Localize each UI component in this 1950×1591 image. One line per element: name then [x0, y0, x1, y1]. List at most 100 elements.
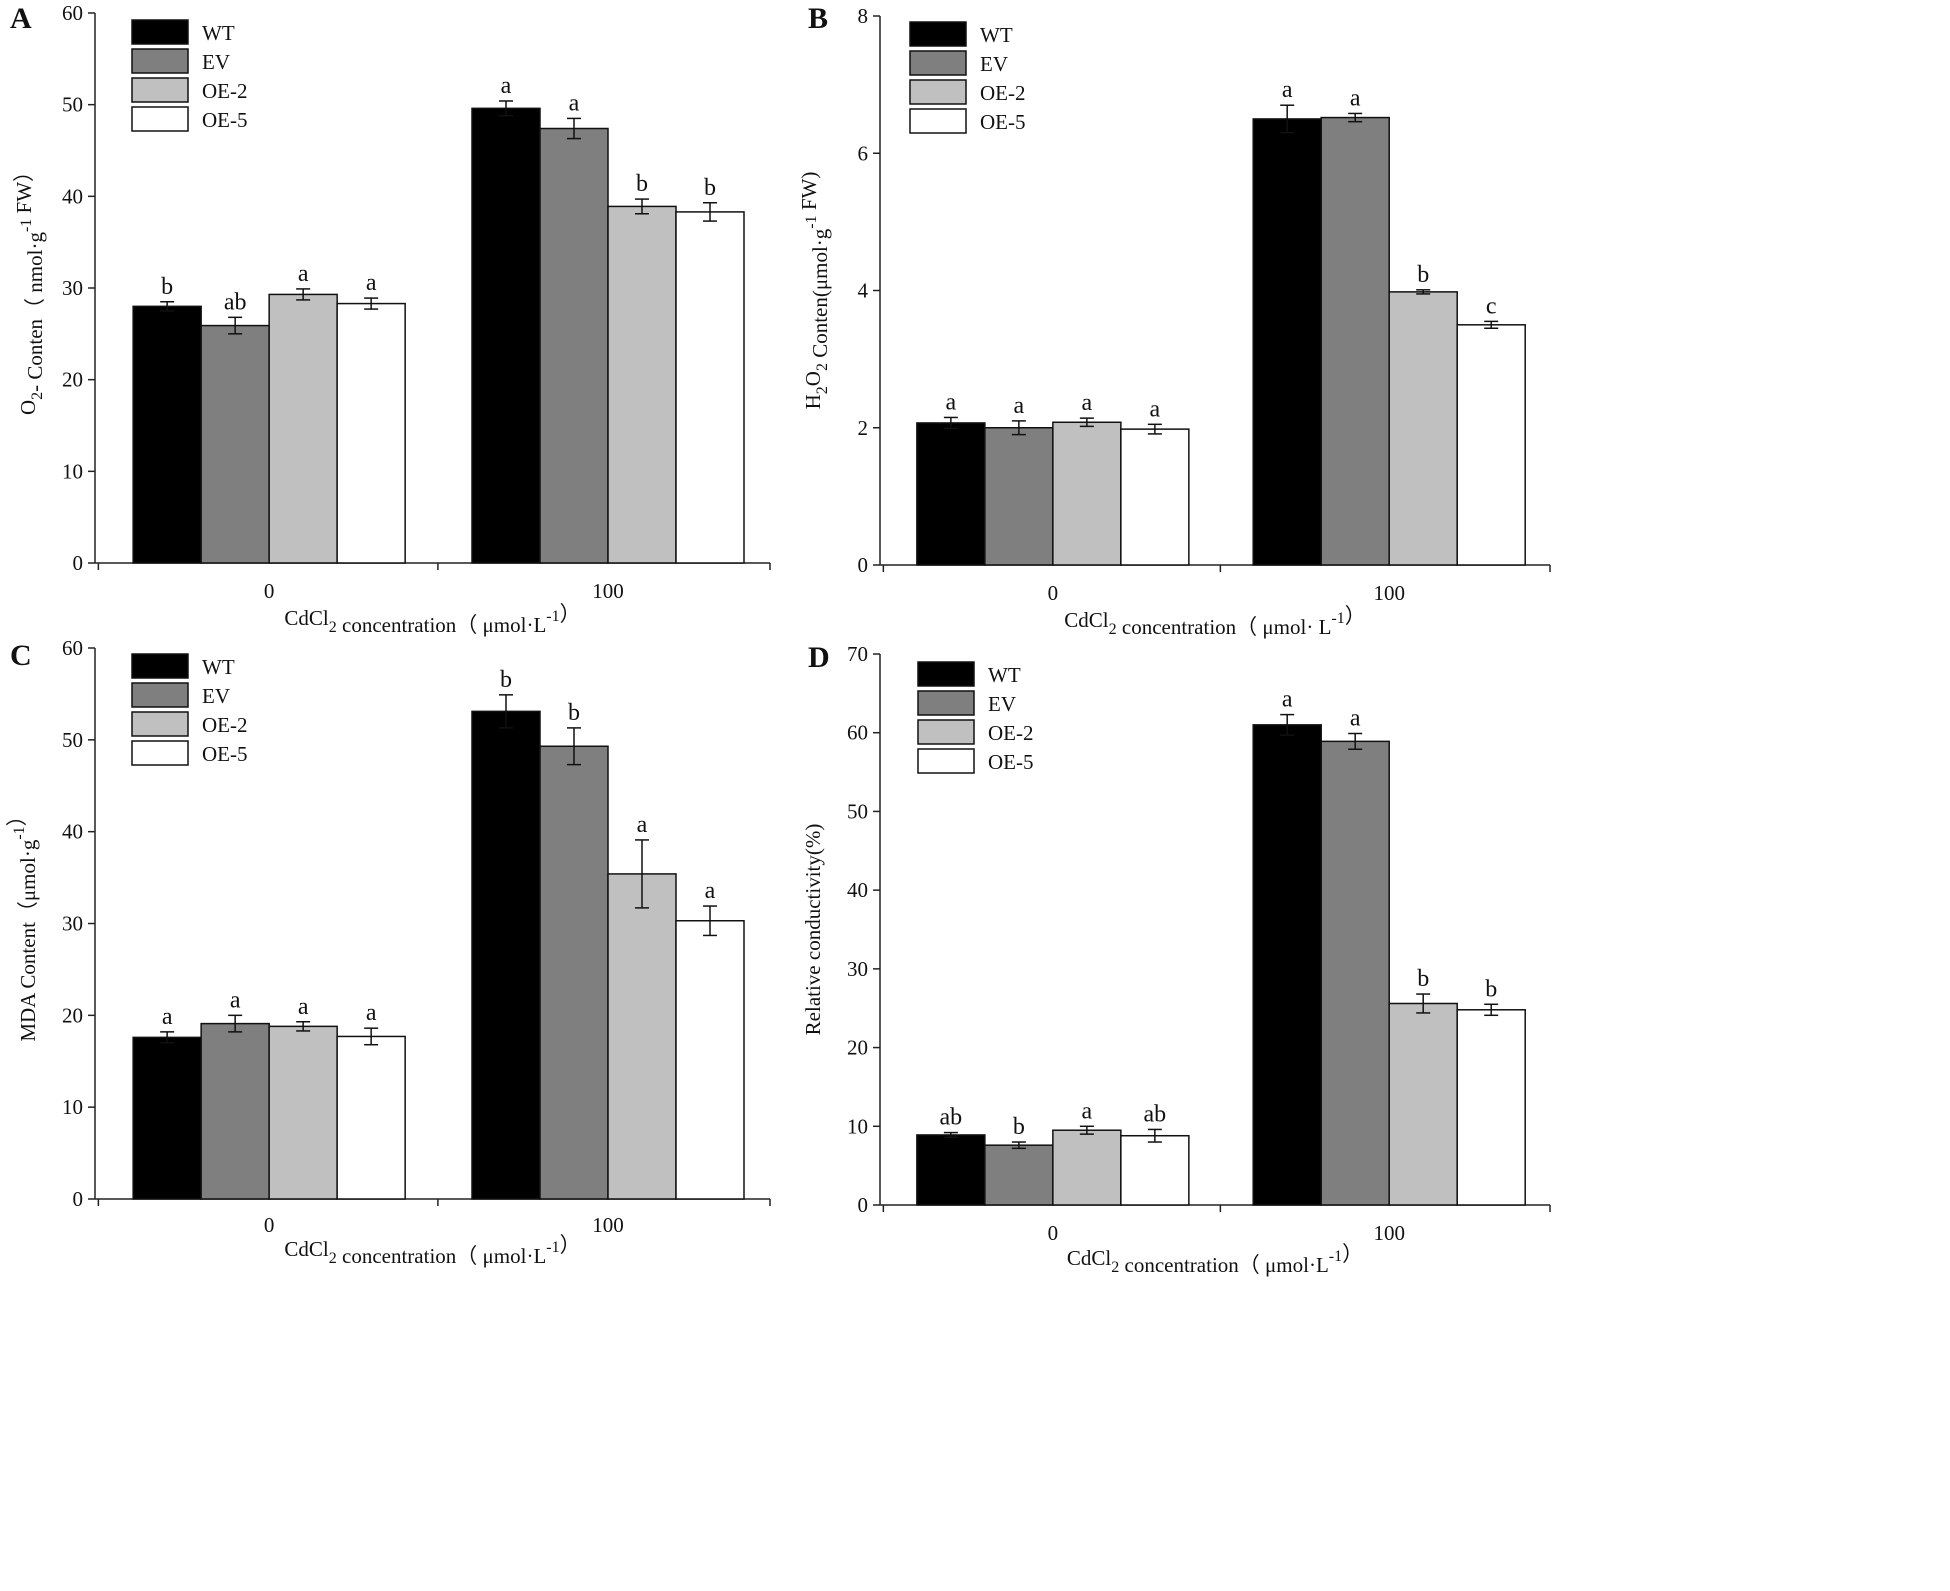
bar	[675, 919, 745, 1200]
y-tick-label: 0	[73, 551, 84, 575]
legend-label: OE-2	[202, 713, 248, 737]
x-tick-label: 100	[592, 1213, 624, 1237]
significance-letter: b	[636, 171, 648, 197]
significance-letter: c	[1486, 293, 1497, 319]
significance-letter: b	[1013, 1114, 1025, 1140]
significance-letter: a	[1350, 85, 1361, 111]
legend-swatch	[917, 719, 975, 745]
y-tick-label: 20	[62, 368, 83, 392]
y-tick-label: 10	[62, 1095, 83, 1119]
y-tick-label: 30	[62, 276, 83, 300]
legend-swatch	[131, 106, 189, 132]
significance-letter: a	[298, 994, 309, 1020]
bar	[268, 1025, 338, 1200]
bar	[607, 205, 677, 564]
significance-letter: a	[366, 1000, 377, 1026]
legend-label: WT	[202, 655, 235, 679]
significance-letter: b	[500, 667, 512, 693]
bar	[1320, 740, 1390, 1206]
significance-letter: ab	[940, 1105, 963, 1131]
legend-label: OE-5	[202, 742, 248, 766]
bar	[1252, 724, 1322, 1206]
legend-swatch	[909, 50, 967, 76]
bar	[916, 1134, 986, 1206]
bar	[1320, 116, 1390, 566]
legend-label: OE-5	[988, 750, 1034, 774]
x-axis-label: CdCl2 concentration（ μmol·L-1）	[1067, 1242, 1363, 1277]
bar	[336, 302, 406, 564]
x-tick-label: 100	[1373, 1221, 1405, 1245]
legend-swatch	[909, 79, 967, 105]
y-tick-label: 60	[62, 1, 83, 25]
significance-letter: a	[946, 389, 957, 415]
bar	[984, 1144, 1054, 1206]
y-tick-label: 0	[858, 553, 869, 577]
y-tick-label: 30	[62, 912, 83, 936]
legend-label: EV	[202, 50, 230, 74]
significance-letter: a	[1014, 393, 1025, 419]
legend-swatch	[917, 748, 975, 774]
bar	[1456, 324, 1526, 566]
bar	[539, 745, 609, 1200]
bar	[132, 305, 202, 564]
legend-swatch	[917, 690, 975, 716]
significance-letter: a	[1150, 396, 1161, 422]
legend-swatch	[131, 740, 189, 766]
y-tick-label: 30	[847, 957, 868, 981]
y-tick-label: 10	[62, 459, 83, 483]
x-tick-label: 100	[592, 579, 624, 603]
significance-letter: a	[298, 261, 309, 287]
significance-letter: a	[366, 270, 377, 296]
y-tick-label: 50	[62, 93, 83, 117]
y-tick-label: 0	[73, 1187, 84, 1211]
panel-letter: B	[808, 2, 828, 35]
y-tick-label: 4	[858, 279, 869, 303]
bar	[336, 1035, 406, 1200]
y-tick-label: 50	[62, 728, 83, 752]
x-axis-label: CdCl2 concentration（ μmol· L-1）	[1064, 604, 1365, 639]
legend-label: OE-2	[202, 79, 248, 103]
significance-letter: b	[704, 175, 716, 201]
bar	[1456, 1009, 1526, 1206]
significance-letter: a	[1282, 77, 1293, 103]
bar	[1388, 291, 1458, 566]
legend-swatch	[131, 682, 189, 708]
significance-letter: ab	[224, 289, 247, 315]
y-tick-label: 8	[858, 4, 869, 28]
bar	[268, 293, 338, 564]
x-tick-label: 0	[1048, 1221, 1059, 1245]
bar	[1388, 1002, 1458, 1206]
significance-letter: a	[162, 1004, 173, 1030]
bar	[607, 873, 677, 1200]
y-tick-label: 60	[62, 636, 83, 660]
legend-label: WT	[988, 663, 1021, 687]
x-axis-label: CdCl2 concentration（ μmol·L-1）	[284, 1233, 580, 1268]
bar	[1120, 428, 1190, 566]
legend-swatch	[131, 48, 189, 74]
y-axis-label: Relative conductivity(%)	[801, 824, 825, 1036]
y-axis-label: H2O2 Conten(μmol·g-1 FW)	[797, 172, 832, 410]
panel-b: B 0 2 4 6 8 0 100 a a a a a b a c WT EV OE-2 OE-5 CdCl2 conc…	[797, 2, 1551, 639]
significance-letter: b	[161, 274, 173, 300]
significance-letter: a	[637, 812, 648, 838]
legend-label: EV	[988, 692, 1016, 716]
x-tick-label: 100	[1373, 581, 1405, 605]
bar	[200, 1022, 270, 1200]
x-tick-label: 0	[264, 579, 275, 603]
significance-letter: b	[1417, 262, 1429, 288]
y-tick-label: 70	[847, 642, 868, 666]
bar	[471, 107, 541, 564]
panel-letter: A	[10, 2, 32, 35]
y-tick-label: 20	[62, 1003, 83, 1027]
significance-letter: b	[1417, 966, 1429, 992]
legend-label: EV	[202, 684, 230, 708]
legend-swatch	[131, 711, 189, 737]
legend-label: WT	[980, 23, 1013, 47]
bar	[916, 422, 986, 566]
significance-letter: a	[501, 73, 512, 99]
bar	[1120, 1134, 1190, 1206]
legend-label: OE-5	[202, 108, 248, 132]
legend-swatch	[909, 108, 967, 134]
